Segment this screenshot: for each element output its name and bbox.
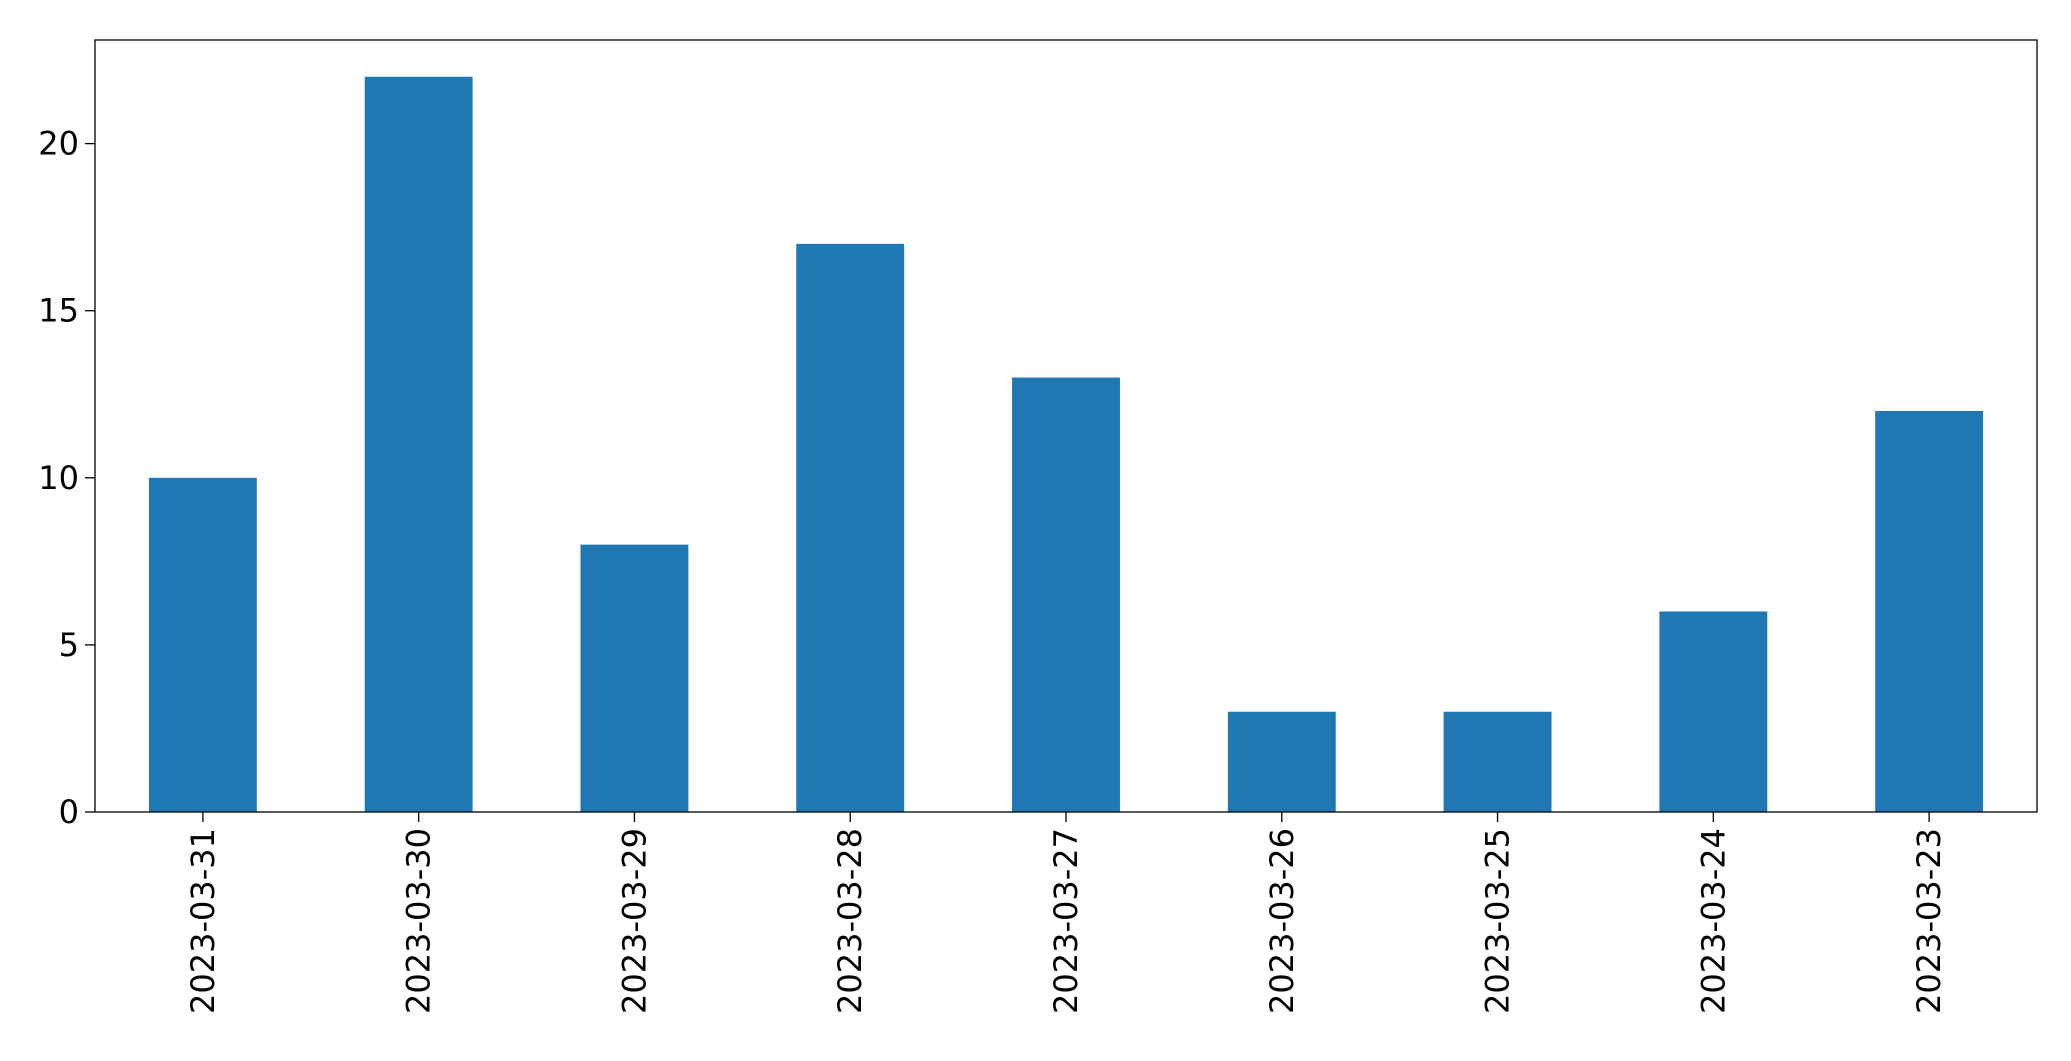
bar-2023-03-23	[1875, 410, 1984, 812]
bar-2023-03-24	[1659, 611, 1768, 812]
x-tick-label: 2023-03-25	[1479, 828, 1517, 1014]
y-tick-label: 5	[59, 626, 79, 664]
bar-2023-03-30	[364, 76, 473, 812]
x-tick-label: 2023-03-27	[1047, 828, 1085, 1014]
plot-frame	[94, 39, 2038, 813]
y-tick-label: 0	[59, 793, 79, 831]
x-tick-label: 2023-03-30	[400, 828, 438, 1014]
x-tick-label: 2023-03-29	[615, 828, 653, 1014]
y-tick-label: 20	[38, 125, 79, 163]
y-tick-label: 10	[38, 459, 79, 497]
bar-2023-03-31	[148, 477, 257, 812]
bar-2023-03-26	[1227, 711, 1336, 812]
x-tick-label: 2023-03-26	[1263, 828, 1301, 1014]
bar-2023-03-25	[1443, 711, 1552, 812]
bars-group	[148, 76, 1984, 813]
x-tick-label: 2023-03-24	[1694, 828, 1732, 1014]
bar-2023-03-29	[580, 544, 689, 812]
y-tick-label: 15	[38, 292, 79, 330]
x-tick-label: 2023-03-31	[184, 828, 222, 1014]
x-tick-label: 2023-03-28	[831, 828, 869, 1014]
x-axis: 2023-03-31 2023-03-30 2023-03-29 2023-03-28…	[184, 812, 1948, 1014]
x-tick-label: 2023-03-23	[1910, 828, 1948, 1014]
bar-2023-03-28	[796, 243, 905, 813]
bar-2023-03-27	[1012, 377, 1120, 812]
y-axis: 0 5 10 15 20	[38, 125, 95, 831]
